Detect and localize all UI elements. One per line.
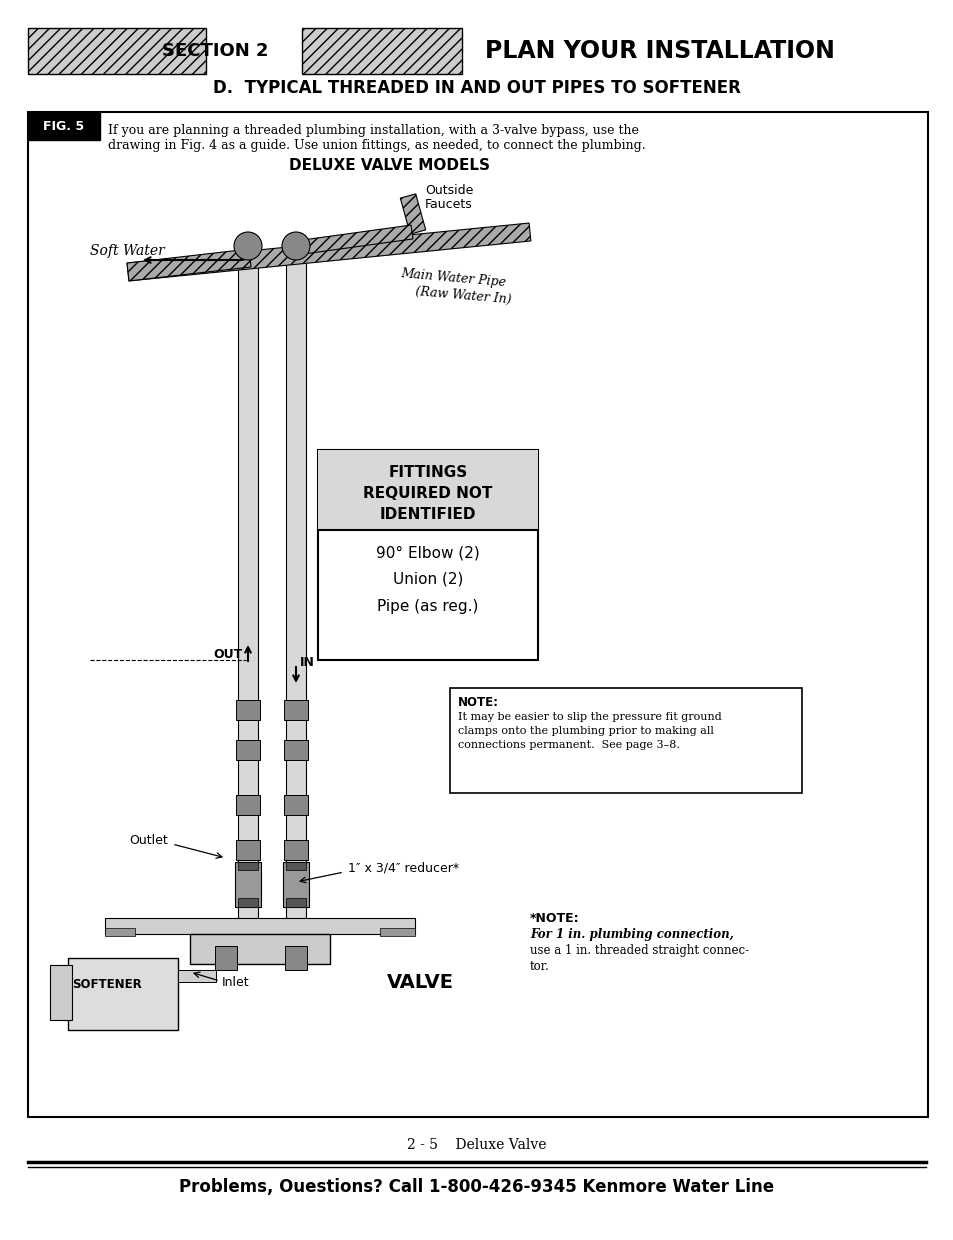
Polygon shape — [127, 249, 251, 281]
Bar — [284, 740, 308, 760]
Bar — [235, 701, 260, 720]
Bar — [68, 959, 178, 1030]
Bar — [302, 29, 461, 74]
Bar — [235, 839, 260, 861]
Text: OUT: OUT — [213, 647, 243, 661]
Text: use a 1 in. threaded straight connec-: use a 1 in. threaded straight connec- — [530, 944, 748, 957]
Text: SOFTENER: SOFTENER — [71, 978, 142, 992]
Bar — [284, 795, 308, 815]
Text: If you are planning a threaded plumbing installation, with a 3-valve bypass, use: If you are planning a threaded plumbing … — [108, 124, 639, 136]
Text: 90° Elbow (2): 90° Elbow (2) — [375, 546, 479, 560]
Text: Outside: Outside — [424, 184, 473, 196]
Bar — [190, 934, 330, 963]
Bar — [379, 928, 415, 936]
Text: Faucets: Faucets — [424, 197, 473, 211]
Text: DELUXE VALVE MODELS: DELUXE VALVE MODELS — [289, 157, 490, 172]
Text: 2 - 5    Deluxe Valve: 2 - 5 Deluxe Valve — [407, 1138, 546, 1152]
Text: FIG. 5: FIG. 5 — [44, 119, 85, 133]
Bar — [450, 688, 801, 794]
Bar — [237, 898, 257, 906]
Text: *NOTE:: *NOTE: — [530, 911, 579, 925]
Bar — [286, 862, 306, 870]
Bar — [285, 946, 307, 970]
Bar — [283, 862, 309, 906]
Text: D.  TYPICAL THREADED IN AND OUT PIPES TO SOFTENER: D. TYPICAL THREADED IN AND OUT PIPES TO … — [213, 79, 740, 97]
Text: 1″ x 3/4″ reducer*: 1″ x 3/4″ reducer* — [348, 862, 458, 874]
Text: tor.: tor. — [530, 960, 549, 973]
Text: clamps onto the plumbing prior to making all: clamps onto the plumbing prior to making… — [457, 725, 713, 737]
Bar — [284, 701, 308, 720]
Bar — [105, 928, 135, 936]
Bar — [317, 450, 537, 660]
Text: VALVE: VALVE — [386, 973, 453, 992]
Text: IN: IN — [299, 656, 314, 668]
Bar — [105, 918, 415, 934]
Text: Pipe (as reg.): Pipe (as reg.) — [377, 599, 478, 614]
Text: Problems, Ouestions? Call 1-800-426-9345 Kenmore Water Line: Problems, Ouestions? Call 1-800-426-9345… — [179, 1178, 774, 1197]
Text: connections permanent.  See page 3–8.: connections permanent. See page 3–8. — [457, 740, 679, 750]
Bar — [28, 112, 927, 1117]
Polygon shape — [127, 223, 530, 281]
Circle shape — [282, 232, 310, 260]
Bar — [235, 795, 260, 815]
Text: drawing in Fig. 4 as a guide. Use union fittings, as needed, to connect the plum: drawing in Fig. 4 as a guide. Use union … — [108, 139, 645, 153]
Polygon shape — [400, 193, 425, 234]
Text: It may be easier to slip the pressure fit ground: It may be easier to slip the pressure fi… — [457, 712, 721, 722]
Bar — [214, 946, 236, 970]
Text: For 1 in. plumbing connection,: For 1 in. plumbing connection, — [530, 928, 733, 941]
Text: FITTINGS: FITTINGS — [388, 465, 467, 480]
Bar — [28, 29, 206, 74]
Bar — [28, 112, 100, 140]
Text: PLAN YOUR INSTALLATION: PLAN YOUR INSTALLATION — [484, 38, 834, 63]
Text: Main Water Pipe: Main Water Pipe — [399, 267, 506, 289]
Text: Union (2): Union (2) — [393, 572, 463, 587]
Bar — [235, 740, 260, 760]
Text: NOTE:: NOTE: — [457, 696, 498, 709]
Bar — [317, 450, 537, 529]
Bar — [286, 898, 306, 906]
Bar — [286, 238, 306, 940]
Text: SECTION 2: SECTION 2 — [162, 42, 268, 60]
Text: Soft Water: Soft Water — [91, 244, 165, 258]
Text: IDENTIFIED: IDENTIFIED — [379, 507, 476, 522]
Bar — [50, 965, 71, 1021]
Polygon shape — [294, 226, 413, 255]
Text: REQUIRED NOT: REQUIRED NOT — [363, 486, 492, 501]
Bar — [237, 238, 257, 940]
Text: Inlet: Inlet — [222, 976, 250, 990]
Bar — [234, 862, 261, 906]
Text: Outlet: Outlet — [129, 833, 168, 847]
Bar — [284, 839, 308, 861]
Circle shape — [233, 232, 262, 260]
Bar — [178, 970, 215, 982]
Text: (Raw Water In): (Raw Water In) — [415, 285, 512, 306]
Bar — [237, 862, 257, 870]
